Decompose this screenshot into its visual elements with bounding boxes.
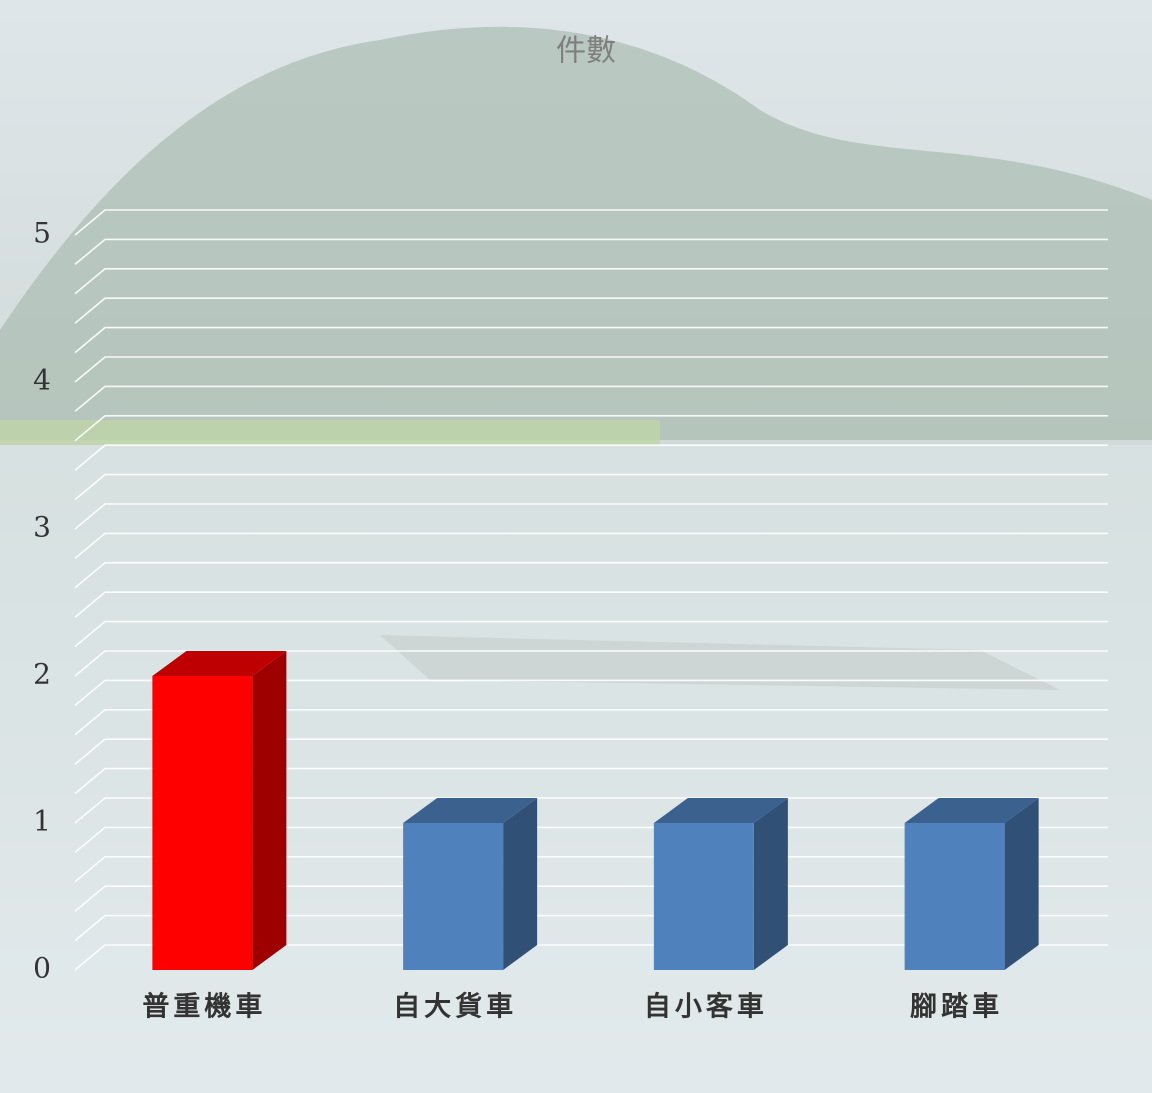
grid-line xyxy=(74,356,1108,383)
y-tick-label: 1 xyxy=(33,805,51,838)
grid-line xyxy=(74,415,1108,442)
bar-top xyxy=(152,651,287,676)
grid-line xyxy=(74,620,1108,648)
x-tick-label: 腳踏車 xyxy=(910,992,1003,1023)
grid-line xyxy=(74,503,1108,530)
grid-line xyxy=(74,591,1108,618)
bar-top xyxy=(904,798,1039,823)
bar-top xyxy=(403,798,538,823)
bar-side xyxy=(252,651,287,970)
grid-line xyxy=(74,767,1108,795)
grid-line xyxy=(74,532,1108,560)
bar xyxy=(904,823,1005,970)
bar xyxy=(152,676,253,970)
x-tick-label: 普重機車 xyxy=(142,991,266,1023)
x-tick-label: 自小客車 xyxy=(644,991,768,1023)
shore xyxy=(0,420,660,445)
grid-line xyxy=(74,209,1108,236)
y-tick-label: 2 xyxy=(33,658,51,691)
bar xyxy=(653,823,754,970)
bar xyxy=(403,823,504,970)
grid-line xyxy=(74,738,1108,765)
grid-line xyxy=(74,444,1108,471)
bar-side xyxy=(503,798,538,970)
grid-line xyxy=(74,297,1108,324)
grid-line xyxy=(74,679,1108,707)
y-tick-label: 4 xyxy=(33,364,51,397)
chart-title: 件數 xyxy=(556,34,616,69)
grid-line xyxy=(74,238,1108,266)
bar-top xyxy=(653,798,788,823)
y-tick-label: 3 xyxy=(33,511,51,544)
grid-line xyxy=(74,650,1108,677)
grid-line xyxy=(74,562,1108,589)
x-tick-label: 自大貨車 xyxy=(393,991,517,1023)
mountain xyxy=(0,26,1152,440)
grid-line xyxy=(74,326,1108,354)
grid-line xyxy=(74,709,1108,736)
bar-side xyxy=(1004,798,1039,970)
y-tick-label: 5 xyxy=(33,217,51,250)
grid-line xyxy=(74,473,1108,501)
y-tick-label: 0 xyxy=(33,952,51,985)
grid-line xyxy=(74,268,1108,295)
bar-side xyxy=(753,798,788,970)
grid-line xyxy=(74,385,1108,413)
